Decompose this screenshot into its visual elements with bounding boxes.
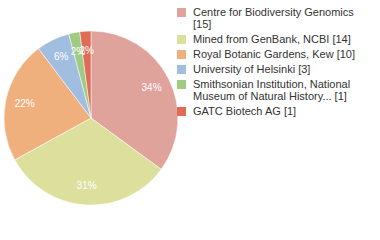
legend-swatch [177,65,186,74]
legend-swatch [177,35,186,44]
legend-swatch [177,107,186,116]
data-label: 22% [15,98,35,109]
legend-label: GATC Biotech AG [1] [193,105,296,117]
legend-label-line: GATC Biotech AG [1] [193,105,296,117]
legend-swatch [177,8,186,17]
legend-label-line: Museum of Natural History... [1] [193,90,347,102]
legend-swatch [177,80,186,89]
pie [4,31,178,205]
data-label: 2% [79,45,94,56]
legend-label: Centre for Biodiversity Genomics[15] [193,6,354,30]
data-label: 6% [54,51,69,62]
legend-label: Mined from GenBank, NCBI [14] [193,33,351,45]
legend-label-line: Smithsonian Institution, National [193,78,350,90]
legend-label-line: [15] [193,18,211,30]
data-labels: 34%31%22%6%2%2% [15,45,162,191]
legend-label: Smithsonian Institution, NationalMuseum … [193,78,350,102]
legend-label-line: University of Helsinki [3] [193,63,310,75]
legend-swatch [177,50,186,59]
data-label: 31% [77,180,97,191]
legend-label-line: Royal Botanic Gardens, Kew [10] [193,48,355,60]
legend-label: Royal Botanic Gardens, Kew [10] [193,48,355,60]
legend-label: University of Helsinki [3] [193,63,310,75]
chart: 34%31%22%6%2%2%Centre for Biodiversity G… [0,0,380,240]
data-label: 34% [142,82,162,93]
legend-label-line: Mined from GenBank, NCBI [14] [193,33,351,45]
legend: Centre for Biodiversity Genomics[15] Mine… [177,6,355,117]
legend-label-line: Centre for Biodiversity Genomics [193,6,354,18]
